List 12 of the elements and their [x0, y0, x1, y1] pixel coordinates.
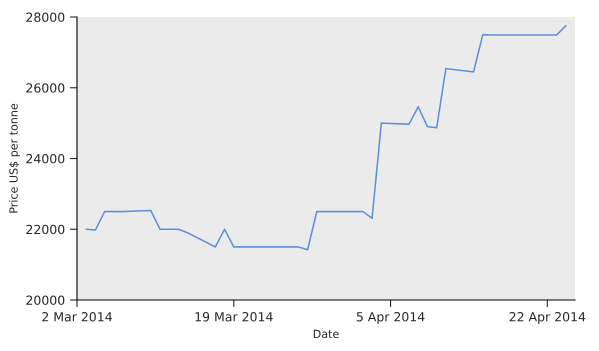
x-tick-label: 22 Apr 2014 [510, 312, 586, 324]
line-series [85, 25, 567, 251]
x-tick-label: 5 Apr 2014 [356, 312, 425, 324]
y-tick-label: 24000 [26, 154, 64, 164]
y-tick-label: 28000 [26, 12, 64, 22]
y-tick-label: 26000 [26, 83, 64, 93]
x-axis-title: Date [314, 330, 339, 338]
x-tick-label: 2 Mar 2014 [42, 312, 112, 322]
x-tick-label: 19 Mar 2014 [196, 312, 273, 322]
y-tick-label: 20000 [26, 295, 64, 305]
y-tick-label: 22000 [26, 224, 64, 234]
y-axis-title: Price US$ per tonne [9, 104, 20, 213]
